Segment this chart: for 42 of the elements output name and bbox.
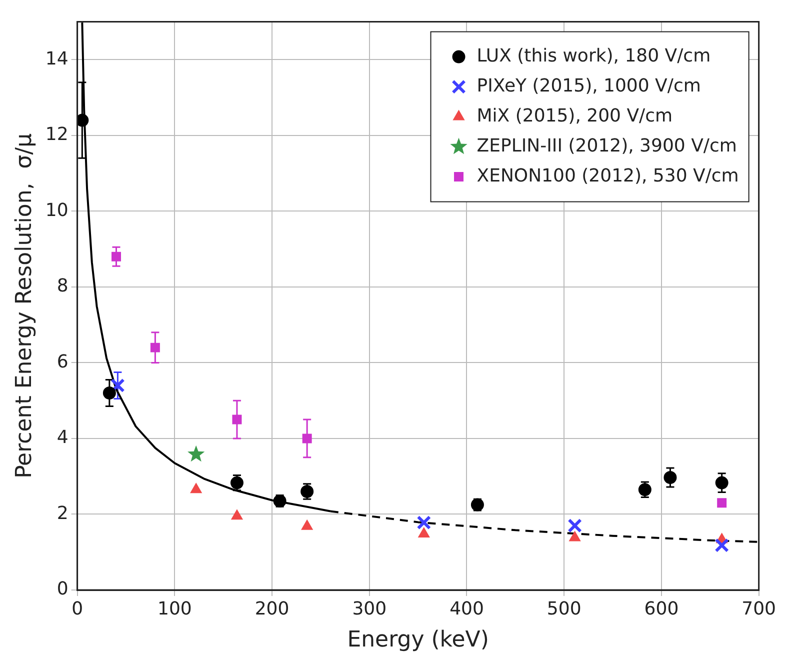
x-tick-label: 400 [450,598,484,620]
point [664,470,677,484]
point [112,252,121,262]
point [102,386,116,400]
y-tick-label: 0 [56,578,68,600]
point [190,483,202,494]
x-tick-label: 500 [546,598,582,620]
point [232,414,242,424]
point [715,476,728,490]
y-tick-label: 2 [56,502,68,524]
point [717,498,727,508]
y-tick-label: 12 [45,124,68,146]
point [150,342,160,352]
y-tick-label: 14 [45,48,68,70]
y-tick-label: 6 [56,351,68,372]
legend-label: ZEPLIN-III (2012), 3900 V/cm [476,135,737,156]
legend-label: LUX (this work), 180 V/cm [476,45,711,66]
x-tick-label: 200 [254,598,290,620]
point [110,378,125,393]
point [568,518,582,533]
x-tick-label: 600 [644,598,679,620]
point [77,114,89,127]
x-tick-label: 0 [72,598,84,620]
y-tick-label: 10 [45,200,68,221]
point [418,527,430,538]
x-axis-title: Energy (keV) [347,628,489,653]
point [188,445,205,462]
x-tick-label: 300 [352,598,387,620]
y-tick-label: 4 [56,427,68,448]
legend-label: XENON100 (2012), 530 V/cm [476,165,739,186]
legend-label: PIXeY (2015), 1000 V/cm [476,75,701,96]
point [302,434,312,444]
point [301,520,313,530]
y-axis-title: Percent Energy Resolution, σ/μ [12,133,37,478]
legend-label: MiX (2015), 200 V/cm [476,105,673,126]
x-tick-label: 100 [157,598,192,620]
point [569,531,581,542]
point [416,515,432,530]
point [231,510,243,520]
x-tick-label: 700 [742,598,776,620]
point [714,538,729,552]
y-tick-label: 8 [56,276,68,297]
